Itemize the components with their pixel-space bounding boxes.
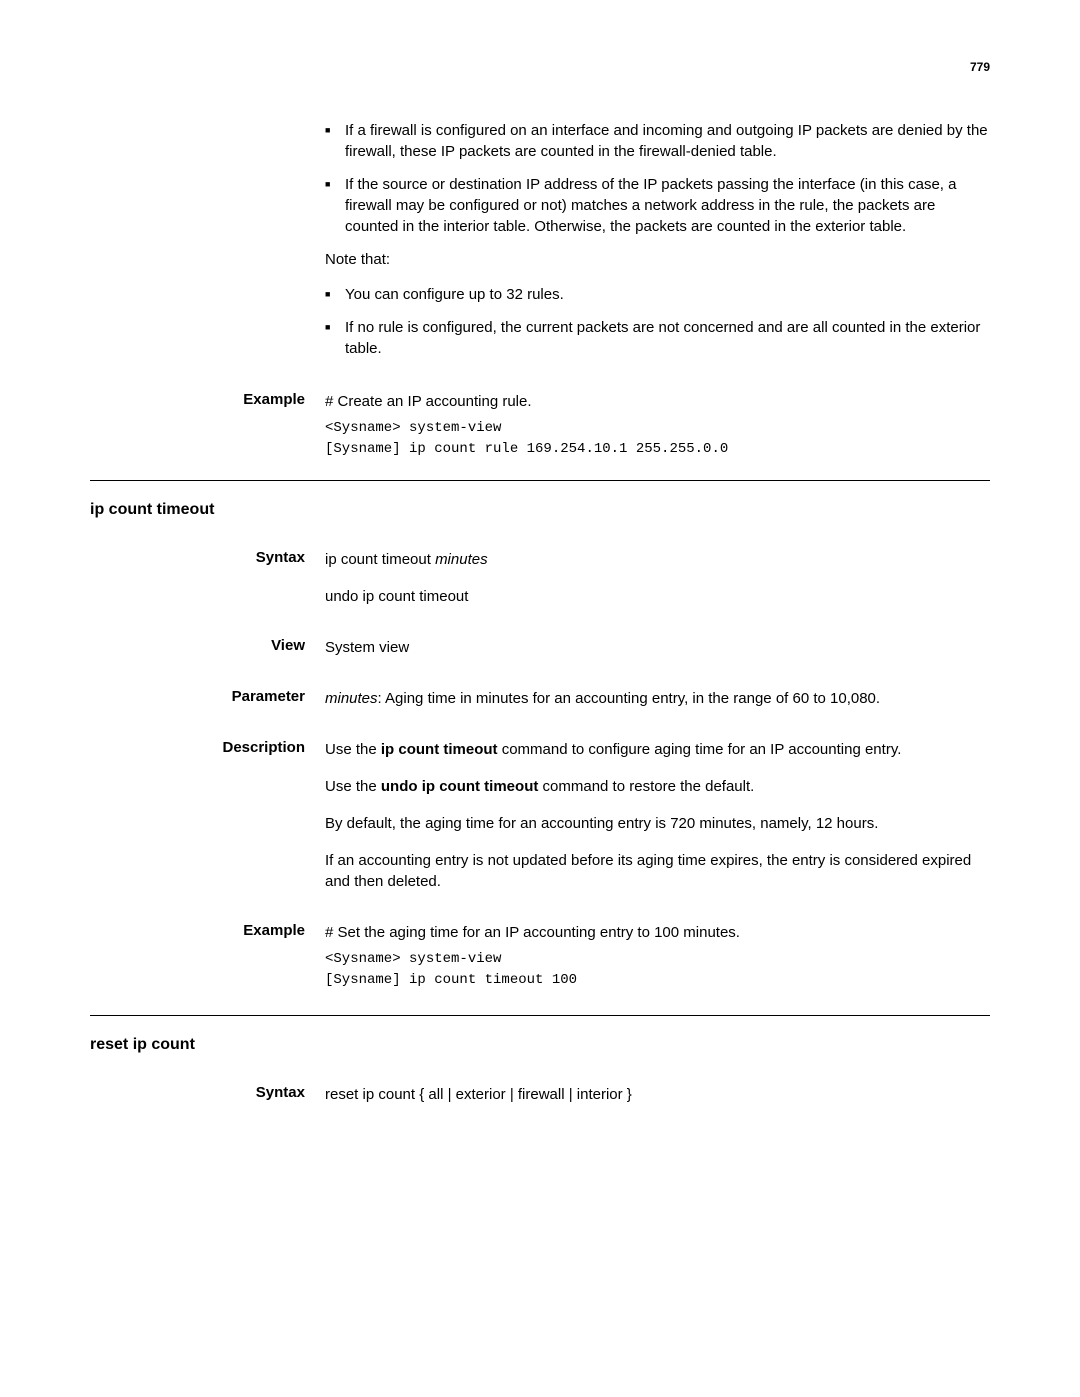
example-text: # Create an IP accounting rule. [325, 391, 990, 412]
syntax-part: ip count timeout [325, 551, 435, 568]
desc-part: Use the [325, 741, 381, 758]
desc-part: command to configure aging time for an I… [498, 741, 902, 758]
desc-part: command to restore the default. [538, 778, 754, 795]
code-line: <Sysname> system-view [325, 418, 990, 439]
desc-bold: undo ip count timeout [381, 778, 538, 795]
desc-para-2: Use the undo ip count timeout command to… [325, 776, 990, 797]
bullet-item: If the source or destination IP address … [325, 174, 990, 237]
desc-para-1: Use the ip count timeout command to conf… [325, 739, 990, 760]
view-text: System view [325, 637, 990, 658]
section-heading: ip count timeout [90, 493, 990, 519]
bullet-item: If a firewall is configured on an interf… [325, 120, 990, 162]
syntax-text-2: undo ip count timeout [325, 586, 990, 607]
desc-para-4: If an accounting entry is not updated be… [325, 850, 990, 892]
intro-bullets: If a firewall is configured on an interf… [325, 120, 990, 237]
divider [90, 1015, 990, 1016]
desc-bold: ip count timeout [381, 741, 498, 758]
divider [90, 480, 990, 481]
syntax-text: ip count timeout minutes [325, 549, 990, 570]
example-label: Example [90, 922, 325, 991]
code-line: <Sysname> system-view [325, 949, 990, 970]
page-number: 779 [970, 60, 990, 74]
syntax-text: reset ip count { all | exterior | firewa… [325, 1084, 990, 1105]
view-label: View [90, 637, 325, 658]
parameter-text: minutes: Aging time in minutes for an ac… [325, 688, 990, 709]
desc-para-3: By default, the aging time for an accoun… [325, 813, 990, 834]
code-line: [Sysname] ip count timeout 100 [325, 970, 990, 991]
parameter-italic: minutes [325, 690, 378, 707]
bullet-item: If no rule is configured, the current pa… [325, 317, 990, 359]
code-line: [Sysname] ip count rule 169.254.10.1 255… [325, 439, 990, 460]
page-content: If a firewall is configured on an interf… [90, 120, 990, 1105]
parameter-label: Parameter [90, 688, 325, 709]
example-label: Example [90, 391, 325, 460]
section-heading: reset ip count [90, 1028, 990, 1054]
parameter-rest: : Aging time in minutes for an accountin… [378, 690, 881, 707]
example-text: # Set the aging time for an IP accountin… [325, 922, 990, 943]
description-label: Description [90, 739, 325, 892]
note-label: Note that: [325, 249, 990, 270]
bullet-item: You can configure up to 32 rules. [325, 284, 990, 305]
syntax-label: Syntax [90, 1084, 325, 1105]
syntax-italic: minutes [435, 551, 488, 568]
syntax-label: Syntax [90, 549, 325, 607]
desc-part: Use the [325, 778, 381, 795]
note-bullets: You can configure up to 32 rules. If no … [325, 284, 990, 359]
